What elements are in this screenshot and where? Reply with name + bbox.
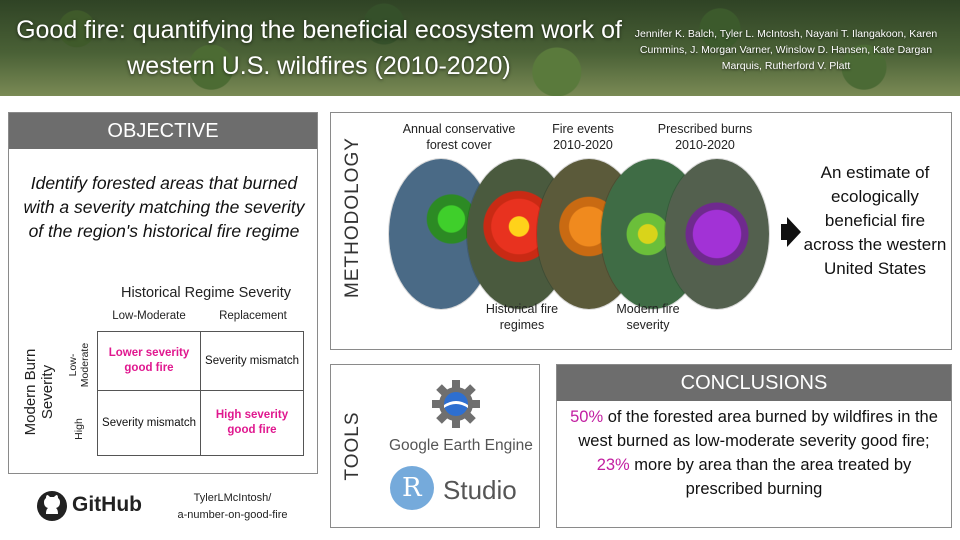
matrix-cell-high-severity-good-fire: High severity good fire (200, 390, 304, 456)
rstudio-label: Studio (443, 475, 517, 505)
google-earth-engine-icon (432, 380, 480, 428)
matrix-row-high: High (73, 418, 85, 440)
conclusions-panel: CONCLUSIONS 50% of the forested area bur… (556, 364, 952, 528)
rstudio-logo-icon (390, 466, 434, 510)
conclusions-text-2: more by area than the area treated by pr… (629, 456, 912, 498)
label-forest-cover: Annual conservative forest cover (402, 122, 516, 152)
matrix-cell-mismatch-top: Severity mismatch (200, 331, 304, 391)
label-prescribed-burns: Prescribed burns 2010-2020 (657, 122, 753, 152)
github-icon[interactable] (36, 490, 68, 522)
github-wordmark: GitHub (72, 493, 142, 516)
tools-panel: TOOLS Google Earth Engine R Studio (330, 364, 540, 528)
matrix-title: Historical Regime Severity (120, 285, 292, 301)
methodology-heading: METHODOLOGY (342, 137, 363, 298)
matrix-row-axis: Modern Burn Severity (22, 348, 56, 436)
header-banner: Good fire: quantifying the beneficial ec… (0, 0, 960, 96)
author-list: Jennifer K. Balch, Tyler L. McIntosh, Na… (634, 28, 938, 72)
objective-heading: OBJECTIVE (9, 113, 317, 149)
objective-panel: OBJECTIVE Identify forested areas that b… (8, 112, 318, 474)
matrix-col-high: Replacement (219, 310, 287, 322)
methodology-panel: METHODOLOGY Annual conservative forest c… (330, 112, 952, 350)
pct-good-fire: 50% (570, 408, 604, 426)
methodology-result: An estimate of ecologically beneficial f… (803, 163, 947, 278)
github-user[interactable]: TylerLMcIntosh/ (193, 492, 272, 504)
objective-text: Identify forested areas that burned with… (23, 173, 305, 241)
pct-more-area: 23% (596, 456, 630, 474)
globe-prescribed-burns (665, 159, 769, 309)
arrow-stem (781, 224, 789, 240)
conclusions-text-1: of the forested area burned by wildfires… (578, 408, 938, 450)
matrix-col-low: Low-Moderate (112, 310, 186, 322)
label-historical-regimes: Historical fire regimes (485, 302, 559, 332)
conclusions-heading: CONCLUSIONS (557, 365, 951, 401)
conclusions-text: 50% of the forested area burned by wildf… (563, 405, 945, 501)
label-modern-severity: Modern fire severity (616, 302, 680, 332)
matrix-cell-lower-severity-good-fire: Lower severity good fire (97, 331, 201, 391)
poster-title: Good fire: quantifying the beneficial ec… (16, 16, 622, 80)
label-fire-events: Fire events 2010-2020 (552, 122, 614, 152)
google-earth-engine-label: Google Earth Engine (389, 437, 533, 454)
github-repo[interactable]: a-number-on-good-fire (177, 509, 288, 521)
github-repo-link[interactable]: TylerLMcIntosh/ a-number-on-good-fire (170, 490, 295, 524)
r-letter: R (402, 473, 422, 503)
matrix-cell-mismatch-bottom: Severity mismatch (97, 390, 201, 456)
tools-heading: TOOLS (342, 411, 363, 481)
matrix-row-low: Low-Moderate (67, 342, 91, 388)
right-arrow-icon (787, 217, 801, 247)
